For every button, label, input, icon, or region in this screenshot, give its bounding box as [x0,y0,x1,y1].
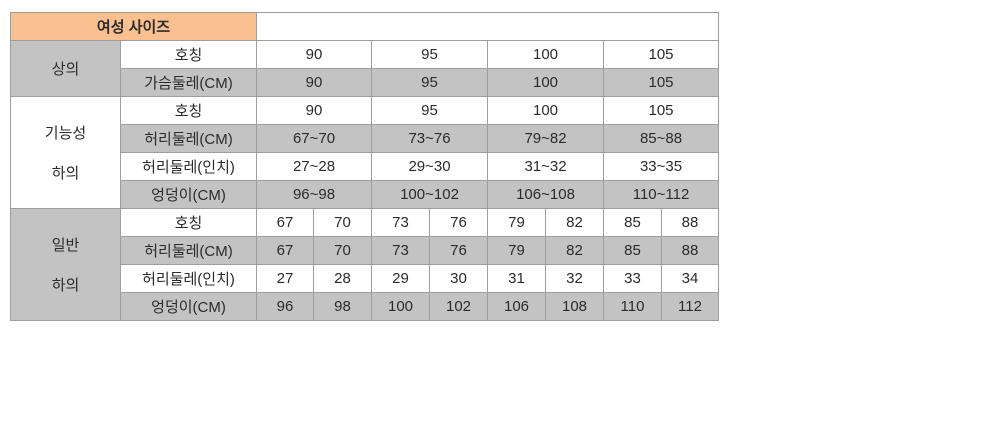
table-cell: 70 [313,236,373,265]
table-cell: 106 [487,292,547,321]
section-label-line: 기능성 [44,125,87,142]
table-cell: 67 [256,208,315,237]
table-cell: 98 [313,292,373,321]
table-cell: 76 [429,208,489,237]
table-cell: 85 [603,208,663,237]
table-cell: 73 [371,236,431,265]
row-label: 호칭 [119,40,258,69]
table-row: 엉덩이(CM) 96 98 100 102 106 108 110 112 [11,292,720,321]
table-cell: 100 [371,292,431,321]
table-cell: 96~98 [256,180,373,209]
table-row: 여성 사이즈 [9,12,720,41]
table-cell: 100 [487,40,605,69]
table-cell: 73~76 [371,124,489,153]
table-row: 허리둘레(인치) 27~28 29~30 31~32 33~35 [11,152,720,181]
row-label: 허리둘레(인치) [119,264,258,293]
table-row: 허리둘레(인치) 27 28 29 30 31 32 33 34 [11,264,720,293]
section-label-lines: 일반 하의 [12,210,120,320]
women-size-table: 여성 사이즈 상의 호칭 90 95 100 105 가슴둘레(CM) 90 9… [9,12,720,321]
table-cell: 27 [256,264,315,293]
table-cell: 82 [545,208,605,237]
table-cell: 100 [487,96,605,125]
section-label-tops: 상의 [10,40,121,97]
table-cell: 106~108 [487,180,605,209]
table-cell: 95 [371,96,489,125]
table-row: 허리둘레(CM) 67~70 73~76 79~82 85~88 [11,124,720,153]
table-row: 기능성 하의 호칭 90 95 100 105 [10,96,720,209]
table-cell: 33~35 [603,152,720,181]
table-cell: 100~102 [371,180,489,209]
section-label-functional-bottoms: 기능성 하의 [10,96,121,209]
table-cell: 112 [661,292,720,321]
table-row: 상의 호칭 90 95 100 105 [10,40,720,97]
table-cell: 102 [429,292,489,321]
table-cell: 29 [371,264,431,293]
row-label: 엉덩이(CM) [119,292,258,321]
row-label: 호칭 [119,96,258,125]
row-label: 허리둘레(CM) [119,124,258,153]
row-label: 호칭 [119,208,258,237]
table-row: 허리둘레(CM) 67 70 73 76 79 82 85 88 [11,236,720,265]
table-cell: 82 [545,236,605,265]
row-label: 엉덩이(CM) [119,180,258,209]
table-cell: 33 [603,264,663,293]
table-cell: 34 [661,264,720,293]
row-label: 가슴둘레(CM) [119,68,258,97]
row-label: 허리둘레(CM) [119,236,258,265]
table-cell: 31 [487,264,547,293]
table-cell: 95 [371,68,489,97]
table-cell: 90 [256,68,373,97]
table-row: 일반 하의 호칭 67 70 73 76 79 82 85 88 [10,208,720,321]
table-cell: 70 [313,208,373,237]
section-label-line: 하의 [51,277,80,294]
table-cell: 105 [603,40,720,69]
table-cell: 79 [487,208,547,237]
table-cell: 29~30 [371,152,489,181]
table-cell: 73 [371,208,431,237]
row-label: 허리둘레(인치) [119,152,258,181]
size-chart: 여성 사이즈 상의 호칭 90 95 100 105 가슴둘레(CM) 90 9… [9,12,720,321]
table-title: 여성 사이즈 [9,12,258,41]
table-cell: 30 [429,264,489,293]
section-label-lines: 기능성 하의 [12,98,120,208]
table-cell: 110 [603,292,663,321]
table-cell: 32 [545,264,605,293]
table-cell: 90 [256,40,373,69]
table-cell: 28 [313,264,373,293]
table-cell: 67 [256,236,315,265]
table-cell: 76 [429,236,489,265]
table-cell: 105 [603,96,720,125]
table-cell: 27~28 [256,152,373,181]
table-cell: 105 [603,68,720,97]
table-cell: 67~70 [256,124,373,153]
table-row: 엉덩이(CM) 96~98 100~102 106~108 110~112 [11,180,720,209]
table-cell: 88 [661,208,720,237]
table-cell: 79~82 [487,124,605,153]
title-row-spacer [256,12,720,41]
table-cell: 108 [545,292,605,321]
table-cell: 85~88 [603,124,720,153]
section-label-line: 일반 [51,237,80,254]
section-label-regular-bottoms: 일반 하의 [10,208,121,321]
table-cell: 100 [487,68,605,97]
table-row: 가슴둘레(CM) 90 95 100 105 [11,68,720,97]
table-cell: 110~112 [603,180,720,209]
table-cell: 95 [371,40,489,69]
table-cell: 79 [487,236,547,265]
section-label-line: 하의 [51,165,80,182]
table-cell: 88 [661,236,720,265]
table-cell: 90 [256,96,373,125]
table-cell: 85 [603,236,663,265]
table-cell: 31~32 [487,152,605,181]
table-cell: 96 [256,292,315,321]
